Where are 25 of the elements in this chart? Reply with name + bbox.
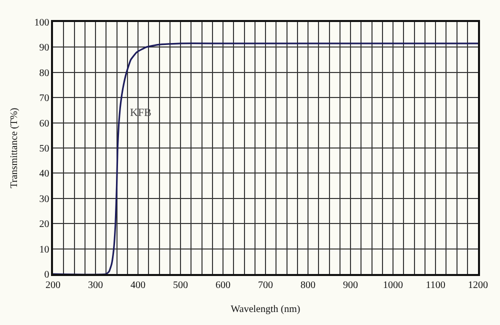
x-tick-label: 1200 bbox=[468, 280, 488, 291]
y-tick-label: 20 bbox=[39, 219, 50, 230]
y-tick-label: 0 bbox=[44, 270, 50, 280]
x-tick-label: 300 bbox=[88, 280, 103, 291]
y-tick-label: 100 bbox=[34, 18, 50, 28]
x-tick-label: 900 bbox=[343, 280, 358, 291]
y-tick-label: 40 bbox=[39, 168, 50, 180]
x-tick-label: 400 bbox=[130, 280, 146, 291]
y-tick-label: 60 bbox=[39, 118, 50, 130]
x-tick-label: 1100 bbox=[426, 280, 446, 291]
x-tick-label: 700 bbox=[258, 280, 273, 291]
x-tick-label: 200 bbox=[46, 280, 60, 291]
x-axis-title: Wavelength (nm) bbox=[230, 304, 300, 315]
y-tick-label: 90 bbox=[39, 42, 50, 54]
x-tick-label: 600 bbox=[216, 280, 230, 291]
y-tick-label: 30 bbox=[39, 194, 50, 205]
x-tick-label: 800 bbox=[300, 280, 316, 291]
y-tick-label: 80 bbox=[39, 68, 50, 79]
y-tick-label: 50 bbox=[39, 144, 50, 154]
x-tick-label: 1000 bbox=[383, 280, 403, 291]
line-series bbox=[53, 42, 478, 274]
x-tick-label: 500 bbox=[173, 280, 188, 291]
y-axis-title: Transmittance (T%) bbox=[8, 108, 20, 188]
y-tick-label: 10 bbox=[39, 244, 50, 256]
y-tick-label: 70 bbox=[39, 93, 50, 104]
